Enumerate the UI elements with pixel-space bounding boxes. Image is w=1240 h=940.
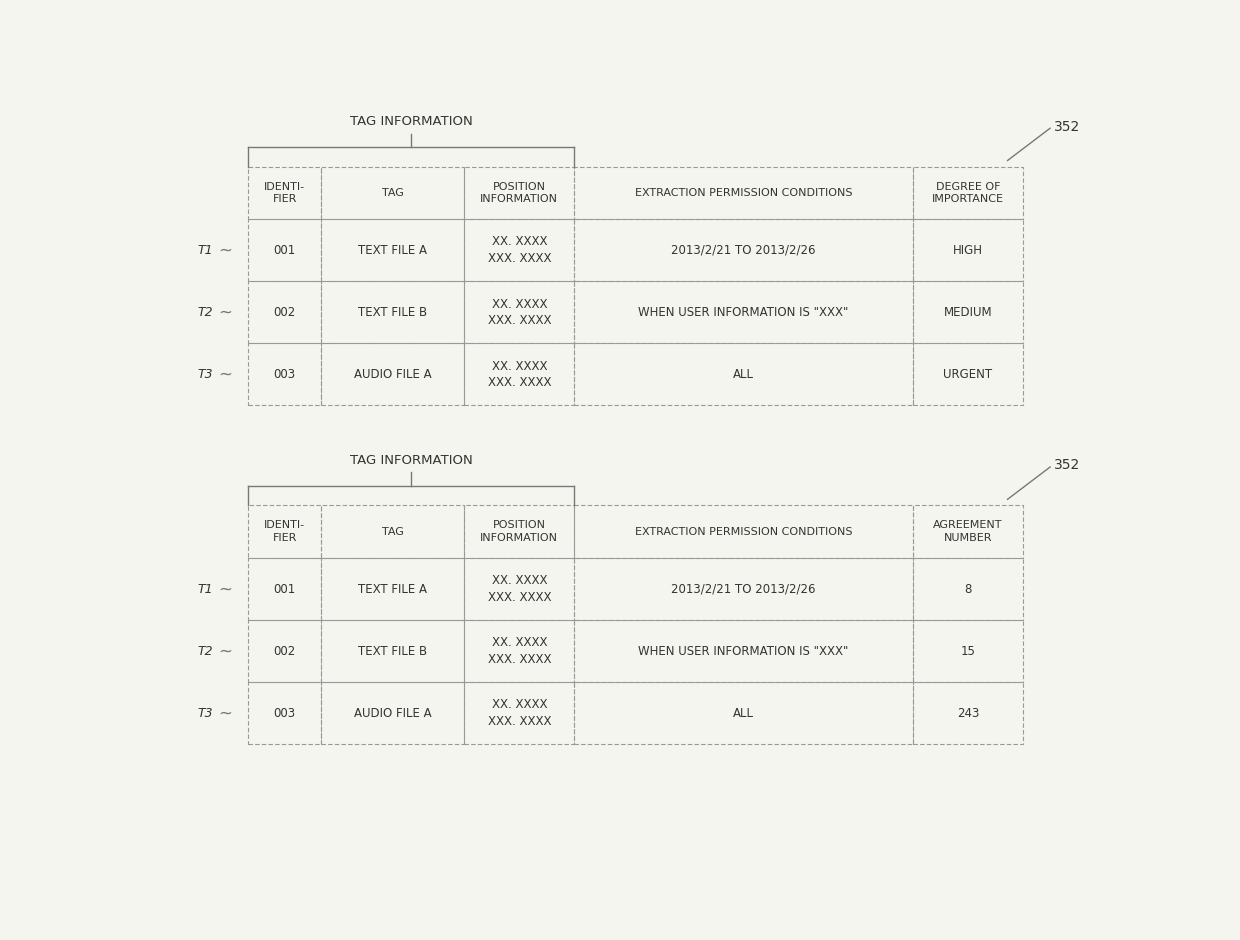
Text: MEDIUM: MEDIUM xyxy=(944,306,992,319)
Text: TAG: TAG xyxy=(382,526,404,537)
Text: TAG INFORMATION: TAG INFORMATION xyxy=(350,116,472,128)
Text: AUDIO FILE A: AUDIO FILE A xyxy=(353,368,432,381)
Text: XX. XXXX
XXX. XXXX: XX. XXXX XXX. XXXX xyxy=(487,236,551,265)
Text: EXTRACTION PERMISSION CONDITIONS: EXTRACTION PERMISSION CONDITIONS xyxy=(635,188,852,198)
Text: TEXT FILE A: TEXT FILE A xyxy=(358,583,428,596)
Text: ~: ~ xyxy=(218,366,232,384)
Text: XX. XXXX
XXX. XXXX: XX. XXXX XXX. XXXX xyxy=(487,360,551,389)
Text: XX. XXXX
XXX. XXXX: XX. XXXX XXX. XXXX xyxy=(487,574,551,603)
Text: XX. XXXX
XXX. XXXX: XX. XXXX XXX. XXXX xyxy=(487,636,551,666)
Text: 001: 001 xyxy=(274,583,296,596)
Text: EXTRACTION PERMISSION CONDITIONS: EXTRACTION PERMISSION CONDITIONS xyxy=(635,526,852,537)
Text: POSITION
INFORMATION: POSITION INFORMATION xyxy=(480,181,558,204)
Text: ~: ~ xyxy=(218,704,232,722)
Text: 001: 001 xyxy=(274,243,296,257)
Text: 15: 15 xyxy=(961,645,976,658)
Text: T3: T3 xyxy=(197,707,213,720)
Text: IDENTI-
FIER: IDENTI- FIER xyxy=(264,521,305,543)
Text: WHEN USER INFORMATION IS "XXX": WHEN USER INFORMATION IS "XXX" xyxy=(639,645,848,658)
Text: 2013/2/21 TO 2013/2/26: 2013/2/21 TO 2013/2/26 xyxy=(671,243,816,257)
Text: IDENTI-
FIER: IDENTI- FIER xyxy=(264,181,305,204)
Text: TEXT FILE A: TEXT FILE A xyxy=(358,243,428,257)
Text: T1: T1 xyxy=(197,243,213,257)
Text: ALL: ALL xyxy=(733,707,754,720)
Text: POSITION
INFORMATION: POSITION INFORMATION xyxy=(480,521,558,543)
Text: URGENT: URGENT xyxy=(944,368,992,381)
Text: T2: T2 xyxy=(197,645,213,658)
Text: WHEN USER INFORMATION IS "XXX": WHEN USER INFORMATION IS "XXX" xyxy=(639,306,848,319)
Text: ~: ~ xyxy=(218,304,232,321)
Text: T2: T2 xyxy=(197,306,213,319)
Text: 002: 002 xyxy=(274,645,296,658)
Text: HIGH: HIGH xyxy=(952,243,983,257)
Text: 002: 002 xyxy=(274,306,296,319)
Text: 003: 003 xyxy=(274,368,296,381)
Text: ~: ~ xyxy=(218,642,232,660)
Text: 352: 352 xyxy=(1054,119,1080,133)
Text: TAG INFORMATION: TAG INFORMATION xyxy=(350,454,472,467)
Text: T1: T1 xyxy=(197,583,213,596)
Text: ~: ~ xyxy=(218,242,232,259)
Text: ALL: ALL xyxy=(733,368,754,381)
Text: TAG: TAG xyxy=(382,188,404,198)
Text: 003: 003 xyxy=(274,707,296,720)
Text: XX. XXXX
XXX. XXXX: XX. XXXX XXX. XXXX xyxy=(487,698,551,728)
Text: ~: ~ xyxy=(218,580,232,598)
Text: AUDIO FILE A: AUDIO FILE A xyxy=(353,707,432,720)
Text: AGREEMENT
NUMBER: AGREEMENT NUMBER xyxy=(934,521,1003,543)
Text: DEGREE OF
IMPORTANCE: DEGREE OF IMPORTANCE xyxy=(932,181,1004,204)
Text: T3: T3 xyxy=(197,368,213,381)
Text: 8: 8 xyxy=(965,583,972,596)
Text: 243: 243 xyxy=(957,707,980,720)
Text: 352: 352 xyxy=(1054,459,1080,473)
Text: TEXT FILE B: TEXT FILE B xyxy=(358,306,428,319)
Text: TEXT FILE B: TEXT FILE B xyxy=(358,645,428,658)
Text: 2013/2/21 TO 2013/2/26: 2013/2/21 TO 2013/2/26 xyxy=(671,583,816,596)
Text: XX. XXXX
XXX. XXXX: XX. XXXX XXX. XXXX xyxy=(487,298,551,327)
